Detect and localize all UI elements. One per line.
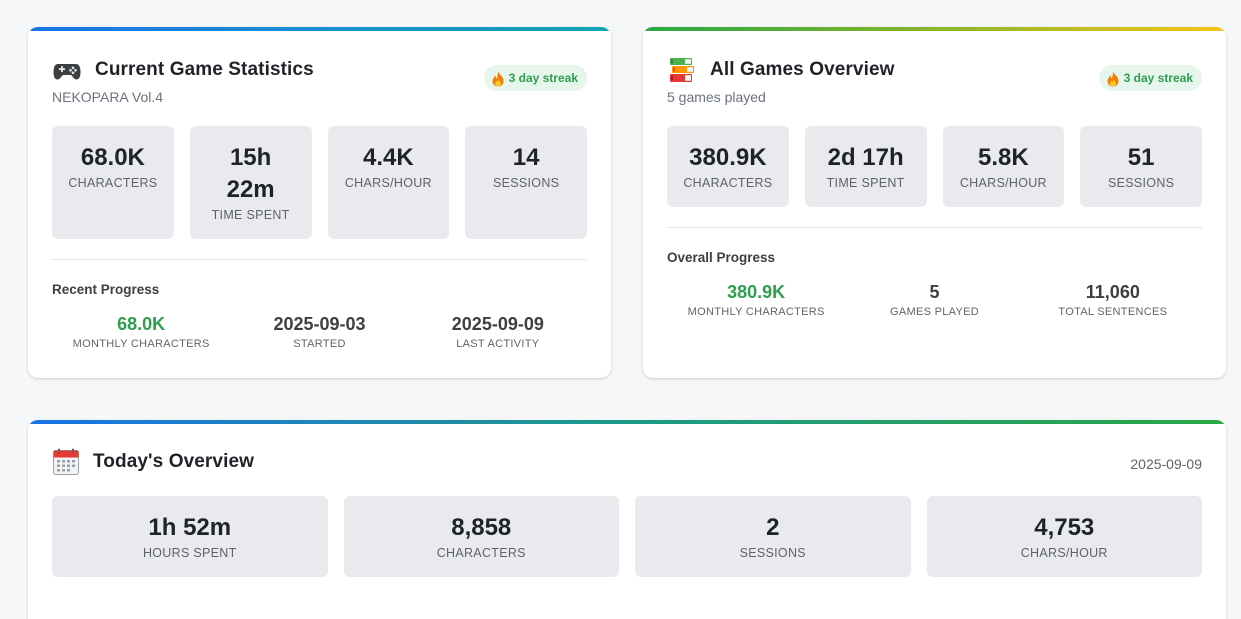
game-controller-icon <box>52 55 82 85</box>
current-game-card: Current Game Statistics NEKOPARA Vol.4 3… <box>28 27 611 378</box>
stat-chars-per-hour: 4.4K CHARS/HOUR <box>327 126 450 239</box>
progress-monthly-characters: 68.0K MONTHLY CHARACTERS <box>52 312 230 350</box>
stat-label: CHARS/HOUR <box>1020 546 1108 560</box>
stat-row: 68.0K CHARACTERS 15h 22m TIME SPENT 4.4K… <box>52 126 587 239</box>
stat-label: HOURS SPENT <box>142 546 237 560</box>
stat-label: CHARS/HOUR <box>959 176 1047 190</box>
stat-value: 8,858 <box>451 514 512 541</box>
stat-label: TIME SPENT <box>826 176 905 190</box>
progress-value: 2025-09-03 <box>273 314 366 334</box>
progress-row: 68.0K MONTHLY CHARACTERS 2025-09-03 STAR… <box>52 312 587 350</box>
book-stack-icon <box>667 55 697 85</box>
streak-badge: 3 day streak <box>1098 65 1202 91</box>
progress-row: 380.9K MONTHLY CHARACTERS 5 GAMES PLAYED… <box>667 280 1202 318</box>
stat-characters: 68.0K CHARACTERS <box>52 126 174 239</box>
all-games-card: All Games Overview 5 games played 3 day … <box>643 27 1226 378</box>
stat-sessions: 14 SESSIONS <box>465 126 587 239</box>
stat-sessions: 51 SESSIONS <box>1080 126 1202 207</box>
today-overview-card: Today's Overview 2025-09-09 1h 52m HOURS… <box>28 420 1226 619</box>
stat-label: CHARS/HOUR <box>344 176 432 190</box>
progress-value: 11,060 <box>1085 282 1140 302</box>
stat-value: 4.4K <box>363 144 414 171</box>
progress-label: GAMES PLAYED <box>890 306 979 318</box>
stat-label: SESSIONS <box>492 176 560 190</box>
stat-label: SESSIONS <box>1107 176 1175 190</box>
stat-row: 380.9K CHARACTERS 2d 17h TIME SPENT 5.8K… <box>667 126 1202 207</box>
stat-value: 5.8K <box>978 144 1029 171</box>
streak-badge: 3 day streak <box>483 65 587 91</box>
divider <box>667 227 1202 228</box>
stat-chars-per-hour: 4,753 CHARS/HOUR <box>926 496 1202 577</box>
stat-value: 4,753 <box>1034 514 1095 541</box>
stat-sessions: 2 SESSIONS <box>635 496 911 577</box>
fire-icon <box>1106 70 1120 87</box>
progress-label: STARTED <box>293 338 346 350</box>
progress-label: MONTHLY CHARACTERS <box>687 306 825 318</box>
progress-label: LAST ACTIVITY <box>456 338 540 350</box>
progress-monthly-characters: 380.9K MONTHLY CHARACTERS <box>667 280 845 318</box>
section-label: Overall Progress <box>667 250 776 265</box>
stat-value: 2d 17h <box>827 144 904 171</box>
section-label: Recent Progress <box>52 282 160 297</box>
stat-characters: 8,858 CHARACTERS <box>343 496 619 577</box>
card-title: All Games Overview <box>710 59 895 80</box>
stat-label: SESSIONS <box>739 546 806 560</box>
card-title: Today's Overview <box>93 451 255 472</box>
progress-started: 2025-09-03 STARTED <box>230 312 408 350</box>
card-header: Current Game Statistics <box>52 55 587 85</box>
stat-chars-per-hour: 5.8K CHARS/HOUR <box>942 126 1065 207</box>
stat-value: 14 <box>512 144 540 171</box>
card-accent-bar <box>28 27 611 31</box>
stat-value: 68.0K <box>80 144 145 171</box>
progress-label: MONTHLY CHARACTERS <box>72 338 210 350</box>
game-name: NEKOPARA Vol.4 <box>52 89 164 105</box>
today-date: 2025-09-09 <box>1130 456 1202 472</box>
games-played-subtitle: 5 games played <box>667 89 766 105</box>
streak-text: 3 day streak <box>508 71 578 85</box>
stat-row: 1h 52m HOURS SPENT 8,858 CHARACTERS 2 SE… <box>52 496 1202 577</box>
stat-label: CHARACTERS <box>683 176 773 190</box>
calendar-icon <box>52 448 80 476</box>
stat-value: 51 <box>1127 144 1155 171</box>
progress-label: TOTAL SENTENCES <box>1058 306 1168 318</box>
progress-last-activity: 2025-09-09 LAST ACTIVITY <box>409 312 587 350</box>
divider <box>52 259 587 260</box>
stat-characters: 380.9K CHARACTERS <box>667 126 789 207</box>
stat-value: 1h 52m <box>148 514 232 541</box>
card-header: Today's Overview <box>52 448 1202 478</box>
progress-value: 68.0K <box>117 314 166 334</box>
stat-value: 2 <box>766 514 780 541</box>
fire-icon <box>491 70 505 87</box>
stat-hours-spent: 1h 52m HOURS SPENT <box>52 496 328 577</box>
stat-value: 380.9K <box>689 144 767 171</box>
stat-label: TIME SPENT <box>211 208 290 222</box>
card-header: All Games Overview <box>667 55 1202 85</box>
progress-games-played: 5 GAMES PLAYED <box>845 280 1023 318</box>
stat-label: CHARACTERS <box>68 176 158 190</box>
progress-value: 5 <box>929 282 940 302</box>
stat-time-spent: 2d 17h TIME SPENT <box>804 126 927 207</box>
card-accent-bar <box>28 420 1226 424</box>
progress-value: 2025-09-09 <box>451 314 544 334</box>
card-accent-bar <box>643 27 1226 31</box>
progress-total-sentences: 11,060 TOTAL SENTENCES <box>1024 280 1202 318</box>
progress-value: 380.9K <box>727 282 786 302</box>
streak-text: 3 day streak <box>1123 71 1193 85</box>
stat-value: 15h 22m <box>226 144 275 203</box>
card-title: Current Game Statistics <box>95 59 314 80</box>
stat-time-spent: 15h 22m TIME SPENT <box>189 126 312 239</box>
stat-label: CHARACTERS <box>436 546 526 560</box>
